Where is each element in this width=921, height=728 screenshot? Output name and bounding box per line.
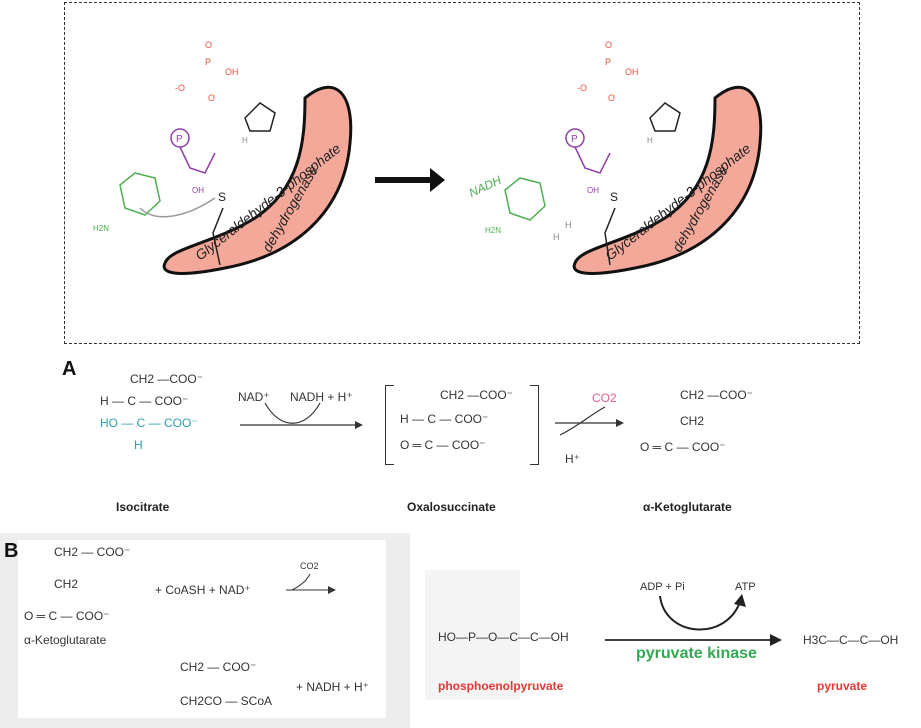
oxalo-row-2: H — C — COO⁻ [400, 412, 489, 426]
pep-structure: HO—P—O—C—C—OH [438, 630, 569, 644]
akg-label-b: α-Ketoglutarate [24, 633, 107, 647]
oxalosuccinate-structure: CH2 —COO⁻ H — C — COO⁻ O ═ C — COO⁻ [400, 388, 540, 452]
svg-text:H: H [553, 232, 560, 242]
panel-b-products: + NADH + H⁺ [296, 680, 370, 694]
svg-text:-O: -O [175, 83, 185, 93]
pep-background [425, 570, 520, 700]
mechanism-drawing: Glyceraldehyde-3-phosphate dehydrogenase… [93, 40, 763, 275]
akg-b-row-3: O ═ C — COO⁻ [24, 609, 110, 623]
svg-text:O: O [605, 40, 612, 50]
oxalo-row-1: CH2 —COO⁻ [440, 388, 514, 402]
co2-a: CO2 [592, 391, 617, 405]
svg-text:-O: -O [577, 83, 587, 93]
pyruvate-structure: H3C—C—C—OH [803, 633, 899, 647]
panel-a-letter: A [62, 358, 77, 380]
svg-text:H: H [242, 136, 248, 145]
succ-row-1: CH2 — COO⁻ [180, 660, 257, 674]
svg-text:OH: OH [225, 67, 239, 77]
enzyme-left: Glyceraldehyde-3-phosphate dehydrogenase… [93, 40, 353, 275]
pep-label: phosphoenolpyruvate [438, 679, 564, 693]
svg-text:P: P [176, 134, 183, 145]
svg-text:S: S [610, 190, 618, 204]
oxalosuccinate-label: Oxalosuccinate [407, 500, 496, 514]
akg-label-a: α-Ketoglutarate [643, 500, 732, 514]
pyruvate-kinase-label: pyruvate kinase [636, 645, 757, 662]
svg-text:H: H [565, 220, 572, 230]
nadh-h-plus: NADH + H⁺ [290, 390, 353, 404]
co2-b: CO2 [300, 561, 319, 571]
svg-text:OH: OH [192, 186, 204, 195]
svg-text:OH: OH [625, 67, 639, 77]
reaction-arrow-a2 [555, 406, 624, 436]
akg-b-row-1: CH2 — COO⁻ [54, 545, 131, 559]
reaction-arrow-a1 [240, 402, 363, 429]
svg-text:O: O [608, 93, 615, 103]
svg-text:O: O [205, 40, 212, 50]
svg-text:P: P [205, 57, 211, 67]
isocitrate-row-1: CH2 —COO⁻ [130, 372, 204, 386]
succinyl-coa-structure: CH2 — COO⁻ CH2CO — SCoA [180, 660, 330, 708]
svg-text:H: H [647, 136, 653, 145]
svg-text:NADH: NADH [467, 173, 504, 200]
isocitrate-structure: CH2 —COO⁻ H — C — COO⁻ HO — C — COO⁻ H [100, 372, 250, 452]
isocitrate-row-2: H — C — COO⁻ [100, 394, 189, 408]
svg-text:OH: OH [587, 186, 599, 195]
succ-row-2: CH2CO — SCoA [180, 694, 273, 708]
mechanism-illustration: Glyceraldehyde-3-phosphate dehydrogenase… [64, 2, 860, 344]
svg-text:H2N: H2N [485, 226, 501, 235]
svg-text:O: O [208, 93, 215, 103]
isocitrate-label: Isocitrate [116, 500, 170, 514]
pyruvate-label: pyruvate [817, 679, 868, 693]
akg-a-row-3: O ═ C — COO⁻ [640, 440, 726, 454]
panel-b-card [18, 540, 386, 718]
panel-b-reagents: + CoASH + NAD⁺ [155, 583, 251, 597]
adp-pi: ADP + Pi [640, 581, 685, 593]
oxalo-row-3: O ═ C — COO⁻ [400, 438, 486, 452]
bracket-left [385, 385, 394, 465]
nad-plus: NAD⁺ [238, 390, 270, 404]
isocitrate-row-4: H [134, 438, 143, 452]
reaction-arrow-c [605, 594, 782, 646]
svg-text:H2N: H2N [93, 224, 109, 233]
akg-structure-a: CH2 —COO⁻ CH2 O ═ C — COO⁻ [640, 388, 780, 454]
akg-structure-b: CH2 — COO⁻ CH2 O ═ C — COO⁻ α-Ketoglutar… [24, 545, 184, 647]
svg-text:S: S [218, 190, 226, 204]
isocitrate-row-3: HO — C — COO⁻ [100, 416, 198, 430]
svg-text:P: P [571, 134, 578, 145]
h-plus-a: H⁺ [565, 452, 580, 466]
akg-a-row-1: CH2 —COO⁻ [680, 388, 754, 402]
akg-a-row-2: CH2 [680, 414, 705, 428]
panel-b-letter: B [4, 540, 19, 562]
akg-b-row-2: CH2 [54, 577, 79, 591]
atp: ATP [735, 581, 756, 593]
svg-text:P: P [605, 57, 611, 67]
reaction-arrow-b [286, 573, 336, 594]
bracket-right [530, 385, 539, 465]
enzyme-right: Glyceraldehyde-3-phosphate dehydrogenase… [467, 40, 763, 275]
